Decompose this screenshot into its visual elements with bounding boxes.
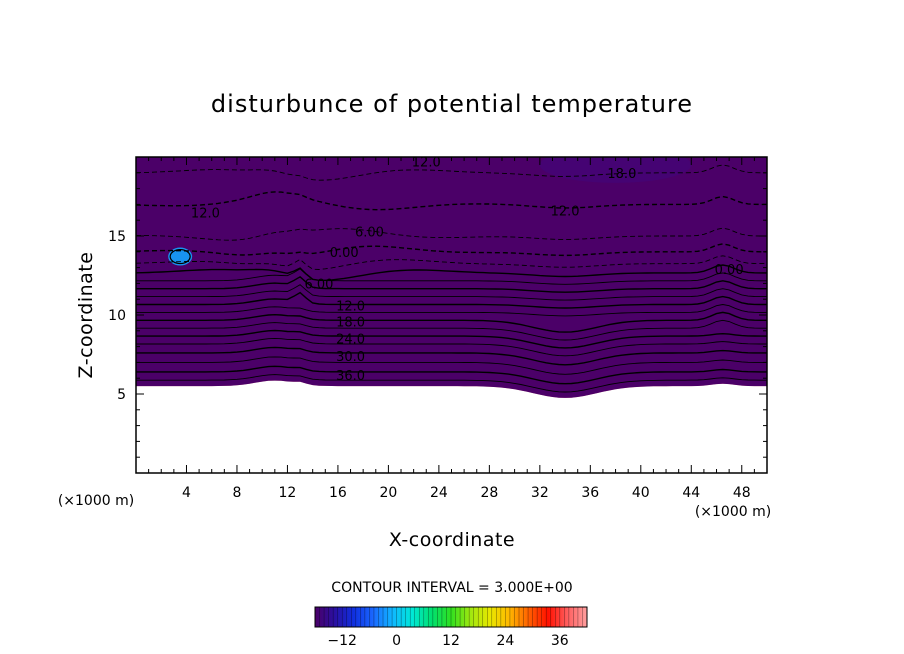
colorbar-tick-label: 36: [551, 633, 569, 649]
contour-line: [136, 337, 767, 357]
eddy-patch: [168, 247, 193, 266]
colorbar-tick-label: 24: [496, 633, 514, 649]
contour-line: [136, 191, 767, 211]
x-tick-label: 8: [232, 485, 241, 501]
color-bands: [136, 157, 767, 398]
x-tick-label: 32: [531, 485, 549, 501]
x-tick-label: 20: [379, 485, 397, 501]
x-tick-label: 40: [632, 485, 650, 501]
x-axis-ticks: 4 8 12 16 20 24 28 32 36 40 44 48: [148, 157, 755, 501]
contour-label: 12.0: [551, 205, 580, 220]
y-tick-label: 10: [108, 308, 126, 324]
contour-line: [136, 311, 767, 333]
contour-line: [136, 284, 767, 301]
colorbar-frame: [314, 606, 588, 628]
contour-lines: [136, 164, 767, 393]
x-tick-label: 44: [682, 485, 700, 501]
contour-label: 18.0: [336, 315, 365, 330]
contour-line: [136, 291, 767, 309]
color-band: [136, 157, 767, 398]
contour-line: [136, 243, 767, 257]
contour-label: 6.00: [355, 225, 384, 240]
chart-title: disturbunce of potential temperature: [211, 90, 693, 118]
contour-label: 0.00: [330, 246, 359, 261]
contour-line: [136, 275, 767, 293]
colorbar-ticks: −12 0 12 24 36: [327, 633, 568, 649]
x-tick-label: 24: [430, 485, 448, 501]
contour-label: 6.00: [305, 277, 334, 292]
contour-line: [136, 356, 767, 375]
contour-line: [136, 319, 767, 341]
x-tick-label: 12: [279, 485, 297, 501]
y-tick-label: 5: [117, 387, 126, 403]
colorbar-tick-label: 0: [392, 633, 401, 649]
contour-interval-label: CONTOUR INTERVAL = 3.000E+00: [331, 580, 572, 596]
contour-label: 12.0: [336, 300, 365, 315]
y-tick-label: 15: [108, 229, 126, 245]
contour-line: [169, 248, 191, 265]
contour-label: 18.0: [607, 167, 636, 182]
x-tick-label: 48: [733, 485, 751, 501]
contour-line: [136, 365, 767, 385]
contour-line: [136, 374, 767, 393]
colorbar-tick-label: 12: [442, 633, 460, 649]
contour-labels: 12.018.012.0 12.06.000.000.006.0012.018.0…: [191, 156, 744, 384]
x-tick-label: 28: [480, 485, 498, 501]
contour-label: 36.0: [336, 369, 365, 384]
contour-label: 12.0: [412, 156, 441, 171]
x-tick-label: 16: [329, 485, 347, 501]
x-unit-label: (×1000 m): [695, 504, 771, 520]
contour-label: 0.00: [715, 263, 744, 278]
x-tick-label: 4: [182, 485, 191, 501]
contour-line: [136, 264, 767, 281]
y-axis-label: Z-coordinate: [75, 252, 97, 379]
contour-label: 12.0: [191, 206, 220, 221]
contour-line: [136, 329, 767, 349]
colorbar-tick-label: −12: [327, 633, 357, 649]
x-tick-label: 36: [581, 485, 599, 501]
z-unit-label: (×1000 m): [58, 493, 134, 509]
contour-label: 24.0: [336, 333, 365, 348]
contour-line: [136, 268, 767, 285]
x-axis-label: X-coordinate: [389, 529, 515, 551]
contour-line: [136, 164, 767, 181]
contour-line: [136, 304, 767, 317]
colorbar-cells: [319, 607, 583, 627]
plot-area: 12.018.012.0 12.06.000.000.006.0012.018.0…: [108, 156, 768, 501]
colorbar: −12 0 12 24 36: [314, 606, 588, 649]
contour-line: [136, 346, 767, 366]
contour-line: [136, 255, 767, 270]
contour-line: [136, 227, 767, 241]
y-axis-ticks: 5 10 15: [108, 172, 767, 458]
contour-label: 30.0: [336, 350, 365, 365]
